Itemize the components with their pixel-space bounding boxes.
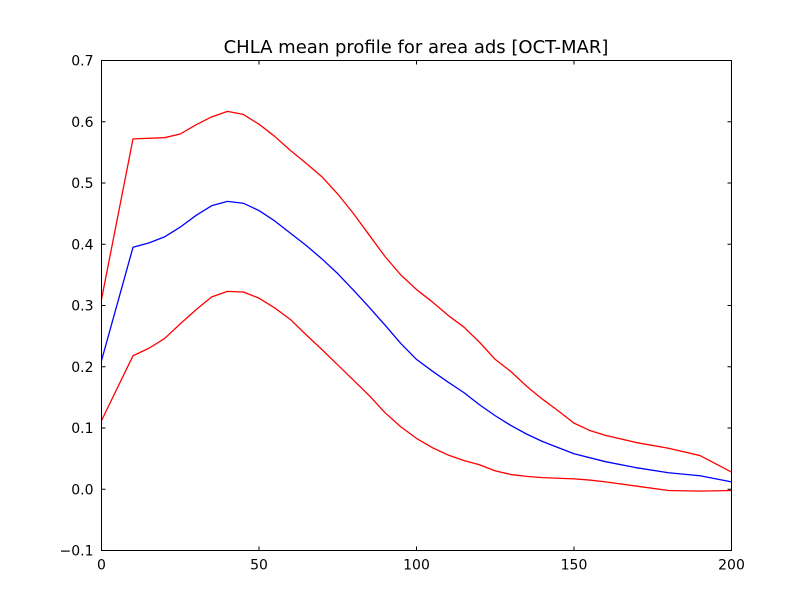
y-axis: −0.1 0.0 0.1 0.2 0.3 0.4 0.5 0.6 0.7: [60, 54, 732, 560]
y-tick-label: 0.3: [71, 299, 93, 315]
x-tick-label: 0: [97, 558, 106, 574]
x-tick-label: 150: [561, 558, 588, 574]
y-tick-label: 0.5: [71, 176, 93, 192]
series-line-3: [100, 290, 732, 492]
y-tick-label: 0.4: [71, 237, 93, 253]
y-tick-label: 0.7: [71, 54, 93, 70]
x-tick-label: 200: [718, 558, 745, 574]
chart-title: CHLA mean profile for area ads [OCT-MAR]: [224, 37, 609, 58]
series-layer: [100, 110, 732, 492]
y-tick-label: 0.0: [71, 482, 93, 498]
x-axis: 0 50 100 150 200: [97, 60, 745, 574]
y-tick-label: 0.6: [71, 115, 93, 131]
y-tick-label: 0.1: [71, 421, 93, 437]
x-tick-label: 50: [250, 558, 268, 574]
series-line-2: [100, 200, 732, 483]
series-line-1: [100, 110, 732, 473]
y-tick-label: −0.1: [60, 544, 94, 560]
y-tick-label: 0.2: [71, 360, 93, 376]
x-tick-label: 100: [403, 558, 430, 574]
